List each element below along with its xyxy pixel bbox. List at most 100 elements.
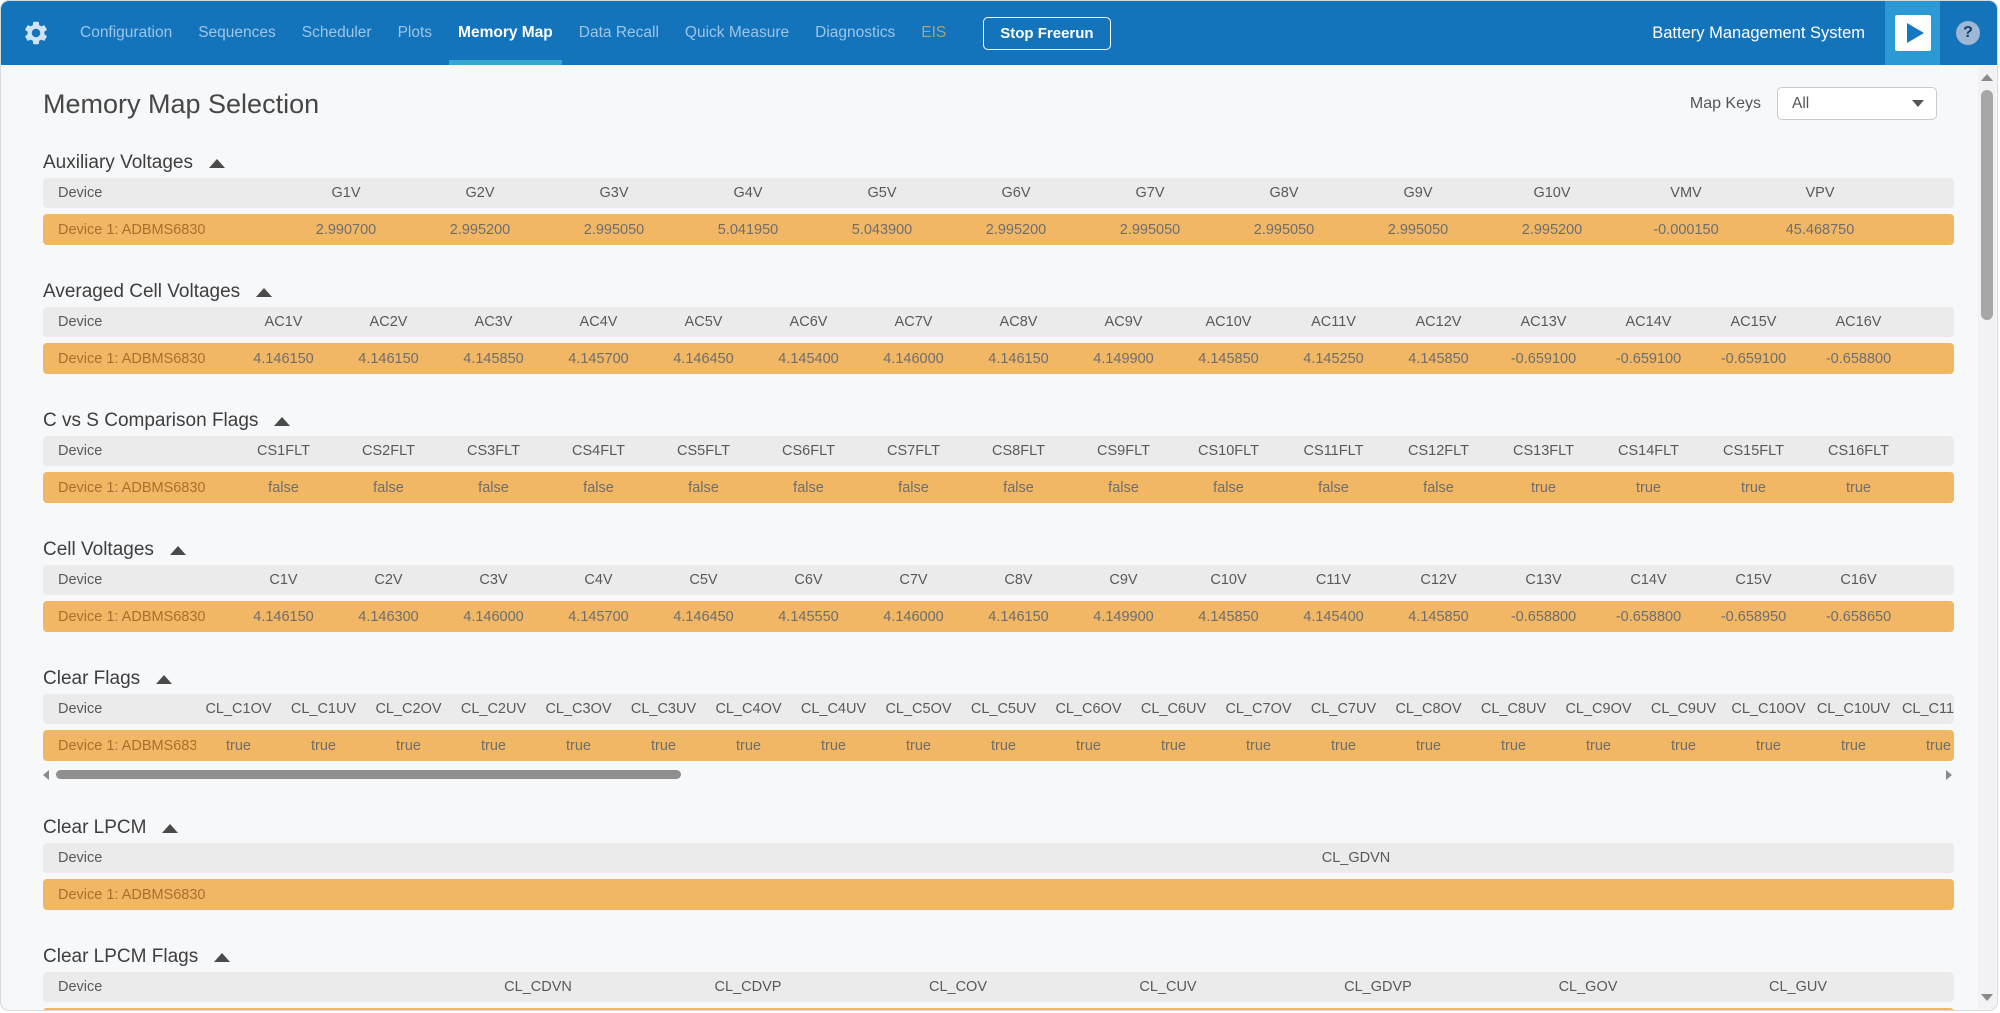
cell-value: 4.145850 [1198, 350, 1259, 367]
cell-value: true [1331, 737, 1356, 754]
nav-item-configuration[interactable]: Configuration [80, 24, 173, 41]
nav-item-data-recall[interactable]: Data Recall [578, 24, 659, 41]
column-header: C12V [1420, 572, 1457, 588]
column-header: CS10FLT [1198, 443, 1259, 459]
scroll-down-arrow-icon[interactable] [1981, 994, 1993, 1001]
device-cell: Device 1: ADBMS6830 [58, 608, 206, 625]
table-row[interactable]: Device 1: ADBMS6830 2.990700 2.995200 2.995… [43, 214, 1954, 245]
collapse-arrow-icon[interactable] [162, 823, 179, 833]
cell-value: true [906, 737, 931, 754]
nav-item-diagnostics[interactable]: Diagnostics [815, 24, 896, 41]
nav-item-scheduler[interactable]: Scheduler [301, 24, 372, 41]
cell-value: 4.145700 [568, 608, 629, 625]
settings-gear-icon[interactable] [21, 18, 51, 48]
map-keys-select[interactable]: All [1777, 87, 1937, 120]
collapse-arrow-icon[interactable] [208, 158, 225, 168]
cell-value: true [1756, 737, 1781, 754]
collapse-arrow-icon[interactable] [214, 952, 231, 962]
cell-value: 4.149900 [1093, 350, 1154, 367]
cell-value: -0.658800 [1510, 608, 1577, 625]
cell-value: 4.149900 [1093, 608, 1154, 625]
table-row[interactable]: Device 1: ADBMS6830 [43, 1008, 1954, 1010]
section-title: Clear LPCM Flags [43, 946, 199, 967]
column-header: AC16V [1835, 314, 1882, 330]
play-button[interactable] [1885, 1, 1940, 65]
column-header: CS4FLT [572, 443, 625, 459]
table-row[interactable]: Device 1: ADBMS6830 4.146150 4.146300 4.146… [43, 601, 1954, 632]
column-header: CS8FLT [992, 443, 1045, 459]
column-header: CS2FLT [362, 443, 415, 459]
section-header-clear-flags[interactable]: Clear Flags [43, 668, 1954, 689]
table-header-row: Device C1V C2V C3V C4V C5V C6V C7V C8V C9V C10V C11… [43, 565, 1954, 595]
column-header: C2V [374, 572, 403, 588]
help-icon[interactable]: ? [1956, 21, 1980, 45]
cell-value: false [268, 479, 299, 496]
column-header: CL_C4OV [715, 701, 782, 717]
cell-value: 2.995050 [1253, 221, 1315, 238]
column-header: G8V [1269, 185, 1299, 201]
table-row[interactable]: Device 1: ADBMS6830 false false false false f… [43, 472, 1954, 503]
cell-value: 2.990700 [315, 221, 377, 238]
nav-items: Configuration Sequences Scheduler Plots Memo… [67, 1, 959, 65]
column-header: CS7FLT [887, 443, 940, 459]
column-header: CL_C8UV [1480, 701, 1547, 717]
cell-value: -0.659100 [1510, 350, 1577, 367]
scroll-right-arrow-icon[interactable] [1946, 770, 1952, 780]
column-header: CL_C4UV [800, 701, 867, 717]
column-header: G10V [1533, 185, 1571, 201]
nav-item-plots[interactable]: Plots [397, 24, 433, 41]
section-header-clear-lpcm[interactable]: Clear LPCM [43, 817, 1954, 838]
column-header: CL_C1UV [290, 701, 357, 717]
cell-value: 4.145850 [1408, 350, 1469, 367]
collapse-arrow-icon[interactable] [169, 545, 186, 555]
section-header-averaged-cell-voltages[interactable]: Averaged Cell Voltages [43, 281, 1954, 302]
scroll-left-arrow-icon[interactable] [43, 770, 49, 780]
section-header-cell-voltages[interactable]: Cell Voltages [43, 539, 1954, 560]
cell-value: true [311, 737, 336, 754]
column-header: CS9FLT [1097, 443, 1150, 459]
collapse-arrow-icon[interactable] [274, 416, 291, 426]
cell-value: -0.658800 [1825, 350, 1892, 367]
column-header: G9V [1403, 185, 1433, 201]
column-header: CL_C11OV [1901, 701, 1954, 717]
table-row[interactable]: Device 1: ADBMS6830 true true true true true t… [43, 730, 1954, 761]
device-column-header: Device [58, 701, 103, 717]
nav-item-sequences[interactable]: Sequences [198, 24, 276, 41]
cell-value: false [373, 479, 404, 496]
column-header: CL_C9OV [1565, 701, 1632, 717]
cell-value: true [821, 737, 846, 754]
cell-value: -0.659100 [1615, 350, 1682, 367]
collapse-arrow-icon[interactable] [256, 287, 273, 297]
nav-item-quick-measure[interactable]: Quick Measure [684, 24, 790, 41]
cell-value: true [1671, 737, 1696, 754]
nav-item-memory-map[interactable]: Memory Map [449, 1, 562, 65]
section-title: Clear LPCM [43, 817, 147, 838]
table-row[interactable]: Device 1: ADBMS6830 4.146150 4.146150 4.145… [43, 343, 1954, 374]
column-header: CL_C7UV [1310, 701, 1377, 717]
section-header-auxiliary-voltages[interactable]: Auxiliary Voltages [43, 152, 1954, 173]
stop-freerun-button[interactable]: Stop Freerun [983, 16, 1111, 50]
column-header: CL_C2OV [375, 701, 442, 717]
cell-value: false [793, 479, 824, 496]
section-header-c-vs-s-comparison-flags[interactable]: C vs S Comparison Flags [43, 410, 1954, 431]
app-title: Battery Management System [1652, 23, 1865, 42]
vertical-scrollbar-thumb[interactable] [1981, 90, 1993, 320]
collapse-arrow-icon[interactable] [156, 674, 173, 684]
device-cell: Device 1: ADBMS6830 [58, 737, 196, 754]
cell-value: 4.145850 [463, 350, 524, 367]
table-row[interactable]: Device 1: ADBMS6830 [43, 879, 1954, 910]
column-header: CL_C10OV [1731, 701, 1806, 717]
section-header-clear-lpcm-flags[interactable]: Clear LPCM Flags [43, 946, 1954, 967]
horizontal-scrollbar-thumb[interactable] [56, 770, 681, 779]
vertical-scrollbar[interactable] [1978, 66, 1996, 1009]
column-header: G6V [1001, 185, 1031, 201]
cell-value: 4.146000 [463, 608, 524, 625]
cell-value: true [566, 737, 591, 754]
section-title: C vs S Comparison Flags [43, 410, 259, 431]
horizontal-scrollbar[interactable] [43, 769, 1954, 781]
column-header: CL_C7OV [1225, 701, 1292, 717]
map-keys-selected-value: All [1792, 94, 1810, 112]
device-cell: Device 1: ADBMS6830 [58, 350, 206, 367]
scroll-up-arrow-icon[interactable] [1981, 74, 1993, 81]
cell-value: true [226, 737, 251, 754]
